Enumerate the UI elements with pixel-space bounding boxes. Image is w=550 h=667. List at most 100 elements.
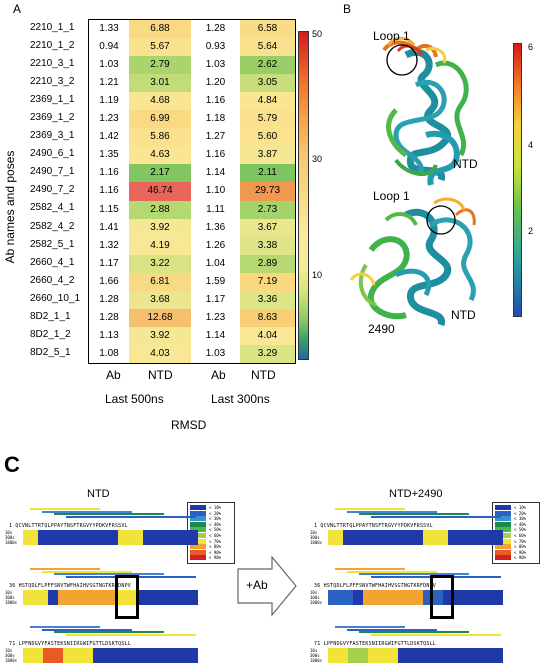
heatmap-cell: 3.87 <box>240 146 295 165</box>
panel-b-bottom-loop-label: Loop 1 <box>373 189 410 203</box>
heatmap-cell: 4.04 <box>240 326 295 345</box>
heatmap-cell: 46.74 <box>129 182 191 201</box>
legend-text: < 50% <box>209 527 222 533</box>
legend-swatch <box>495 521 511 527</box>
row-label: 2582_5_1 <box>30 238 75 250</box>
heatmap-cell: 1.32 <box>89 236 129 255</box>
legend-item: < 40% <box>190 521 232 527</box>
legend-text: < 10% <box>209 505 222 510</box>
sequence-row: 1 QCVNLTTRTQLPPAYTNSFTRGVYYPDKVFRSSVL <box>9 523 128 529</box>
hdx-heat-strip <box>118 600 138 605</box>
row-label: 2490_6_1 <box>30 148 75 160</box>
panel-b-top-ntd-label: NTD <box>453 157 478 171</box>
legend-swatch <box>495 555 511 561</box>
hdx-heat-strip <box>443 595 503 600</box>
hdx-heat-strip <box>23 540 38 545</box>
time-label: 300s <box>310 595 320 600</box>
hdx-heat-strip <box>448 530 503 535</box>
row-label: 2660_4_1 <box>30 256 75 268</box>
arrow-label: +Ab <box>246 578 268 592</box>
peptide-coverage-bar <box>359 631 469 633</box>
time-label: 1800s <box>5 600 18 605</box>
hdx-heat-strip <box>328 595 353 600</box>
hdx-heat-strip <box>363 590 423 595</box>
legend-item: < 70% <box>495 538 537 544</box>
hdx-heat-strip <box>23 590 48 595</box>
time-label: 10s <box>310 530 318 535</box>
heatmap-cell: 1.20 <box>191 74 240 93</box>
heatmap-cell: 12.68 <box>129 308 191 327</box>
hdx-heat-strip <box>93 658 198 663</box>
legend-item: < 90% <box>495 549 537 555</box>
peptide-coverage-bar <box>66 633 196 636</box>
hdx-heat-strip <box>63 648 93 653</box>
heatmap-cell: 4.84 <box>240 92 295 111</box>
hdx-heat-strip <box>118 540 143 545</box>
loop1-circle-top <box>386 44 418 76</box>
heatmap-cell: 6.99 <box>129 110 191 129</box>
panel-b-tick-6: 6 <box>528 42 534 52</box>
hdx-heat-strip <box>368 653 398 658</box>
legend-text: < 20% <box>514 510 527 516</box>
legend-swatch <box>495 544 511 550</box>
legend-text: < 60% <box>209 533 222 538</box>
hdx-heat-strip <box>328 540 343 545</box>
row-label: 2660_4_2 <box>30 274 75 286</box>
heatmap-cell: 1.13 <box>89 326 129 345</box>
hdx-heat-strip <box>353 600 363 605</box>
heatmap-cell: 1.26 <box>191 236 240 255</box>
legend-item: < 80% <box>495 544 537 550</box>
heatmap-cell: 1.33 <box>89 20 129 39</box>
hdx-heat-strip <box>448 535 503 540</box>
legend-swatch <box>190 533 206 538</box>
heatmap-cell: 1.14 <box>191 164 240 183</box>
hdx-heat-strip <box>118 530 143 535</box>
legend-item: < 60% <box>495 533 537 538</box>
hdx-heat-strip <box>38 535 118 540</box>
legend-swatch <box>190 538 206 544</box>
hdx-heat-strip <box>48 590 58 595</box>
heatmap-cell: 1.04 <box>191 254 240 273</box>
legend-swatch <box>190 516 206 522</box>
heatmap-cell: 2.89 <box>240 254 295 273</box>
hdx-heat-strip <box>58 595 118 600</box>
heatmap-cell: 1.42 <box>89 128 129 147</box>
time-label: 300s <box>310 653 320 658</box>
heatmap-cell: 1.16 <box>191 146 240 165</box>
legend-text: < 40% <box>514 521 527 527</box>
heatmap-cell: 5.86 <box>129 128 191 147</box>
hdx-heat-strip <box>368 648 398 653</box>
hdx-heat-strip <box>43 648 63 653</box>
heatmap-cell: 3.92 <box>129 326 191 345</box>
heatmap-cell: 8.63 <box>240 308 295 327</box>
hdx-heat-strip <box>23 600 48 605</box>
time-label: 300s <box>310 535 320 540</box>
time-label: 1800s <box>310 658 323 663</box>
hdx-heat-strip <box>118 535 143 540</box>
legend-item: < 10% <box>190 505 232 510</box>
hdx-heat-strip <box>58 590 118 595</box>
heatmap-cell: 1.19 <box>89 92 129 111</box>
hdx-heat-strip <box>38 540 118 545</box>
legend-item: < 20% <box>190 510 232 516</box>
row-label: 2582_4_1 <box>30 202 75 214</box>
heatmap-cell: 3.68 <box>129 290 191 309</box>
row-label: 2210_1_1 <box>30 22 75 33</box>
hdx-heat-strip <box>328 535 343 540</box>
panel-b-top-loop-label: Loop 1 <box>373 29 410 43</box>
hdx-heat-strip <box>448 540 503 545</box>
legend-item: < 40% <box>495 521 537 527</box>
heatmap-cell: 1.15 <box>89 200 129 219</box>
row-label: 2210_3_1 <box>30 58 75 70</box>
row-label: 2490_7_1 <box>30 166 75 178</box>
heatmap-cell: 4.19 <box>129 236 191 255</box>
group-label-500: Last 500ns <box>105 392 164 406</box>
heatmap-cell: 6.88 <box>129 20 191 39</box>
hdx-heat-strip <box>93 648 198 653</box>
ntd-ribbon-bottom <box>349 197 476 327</box>
hdx-heat-strip <box>58 600 118 605</box>
heatmap-row-labels: 2210_1_1 2210_1_2 2210_3_1 2210_3_2 2369_1_1… <box>30 19 90 362</box>
legend-swatch <box>190 505 206 510</box>
heatmap-cell: 3.01 <box>129 74 191 93</box>
legend-text: < 80% <box>514 544 527 550</box>
